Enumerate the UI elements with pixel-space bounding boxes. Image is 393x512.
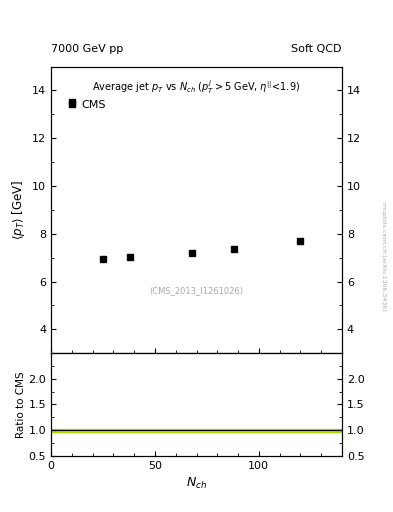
Text: (CMS_2013_I1261026): (CMS_2013_I1261026)	[149, 286, 244, 295]
Bar	[51, 429, 342, 432]
CMS	[70, 99, 74, 105]
Y-axis label: $\langle p_T \rangle$ [GeV]: $\langle p_T \rangle$ [GeV]	[9, 180, 27, 240]
Legend: CMS: CMS	[63, 95, 110, 114]
CMS	[190, 250, 195, 256]
CMS	[101, 256, 105, 262]
Text: Soft QCD: Soft QCD	[292, 44, 342, 54]
CMS	[298, 238, 303, 244]
CMS	[128, 253, 132, 260]
X-axis label: $N_{ch}$: $N_{ch}$	[186, 476, 207, 491]
Text: mcplots.cern.ch [arXiv:1306.3436]: mcplots.cern.ch [arXiv:1306.3436]	[381, 202, 386, 310]
CMS	[231, 246, 236, 252]
Text: 7000 GeV pp: 7000 GeV pp	[51, 44, 123, 54]
Line: CMS: CMS	[69, 100, 303, 262]
Text: Average jet $p_T$ vs $N_{ch}$ ($p^{j}_{T}>$5 GeV, $\eta^{||}$<1.9): Average jet $p_T$ vs $N_{ch}$ ($p^{j}_{T…	[92, 78, 301, 96]
Y-axis label: Ratio to CMS: Ratio to CMS	[16, 371, 26, 438]
